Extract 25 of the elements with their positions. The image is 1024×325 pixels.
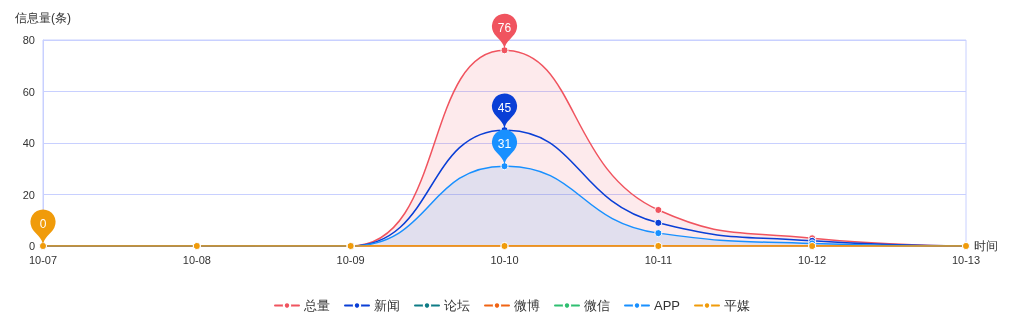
data-label: 0 — [39, 217, 47, 232]
y-tick-label: 60 — [22, 85, 35, 98]
x-tick-label: 10-12 — [798, 253, 827, 266]
x-axis-title: 时间 — [974, 239, 998, 253]
x-tick-label: 10-09 — [336, 253, 365, 266]
legend-label: APP — [653, 298, 681, 313]
legend-label: 总量 — [302, 298, 330, 313]
y-axis-title: 信息量(条) — [15, 11, 71, 25]
legend-label: 论坛 — [443, 298, 470, 313]
y-tick-label: 40 — [22, 137, 35, 149]
legend-label: 微信 — [583, 298, 610, 313]
x-tick-label: 10-07 — [28, 253, 58, 266]
legend-label: 平媒 — [724, 298, 751, 313]
x-tick-label: 10-13 — [951, 253, 981, 266]
x-tick-label: 10-08 — [182, 253, 211, 266]
y-tick-label: 20 — [22, 188, 35, 201]
data-label: 76 — [497, 21, 512, 36]
y-tick-label: 0 — [28, 240, 35, 252]
data-label: 31 — [497, 137, 512, 152]
x-tick-label: 10-10 — [490, 253, 519, 266]
data-label: 45 — [497, 101, 512, 116]
legend-label: 新闻 — [373, 298, 400, 313]
y-tick-label: 80 — [22, 34, 35, 46]
x-tick-label: 10-11 — [644, 253, 672, 266]
legend-label: 微博 — [513, 298, 540, 313]
